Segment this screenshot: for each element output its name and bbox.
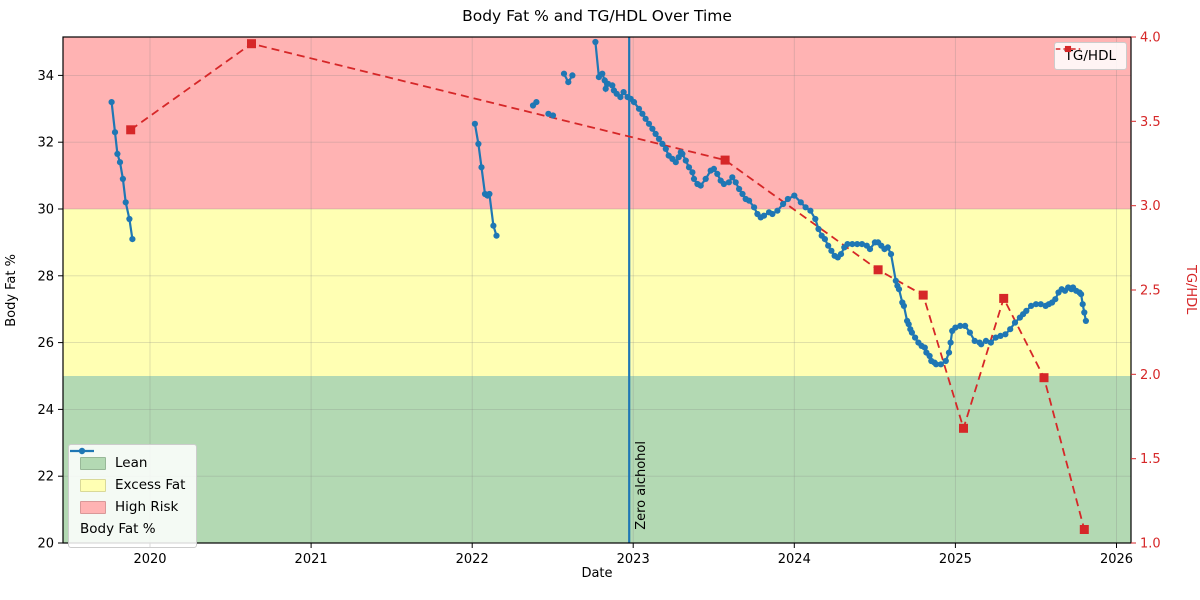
svg-text:2024: 2024	[778, 552, 811, 567]
body-fat-legend-label: Body Fat %	[80, 521, 156, 537]
legend-item-high-risk: High Risk	[80, 496, 185, 518]
svg-text:2026: 2026	[1100, 552, 1133, 567]
svg-text:2021: 2021	[295, 552, 328, 567]
tghdl-legend-label: TG/HDL	[1064, 48, 1116, 64]
svg-text:26: 26	[37, 336, 54, 351]
y-axis-label-left: Body Fat %	[4, 253, 19, 327]
excess-fat-swatch-icon	[80, 478, 106, 492]
legend-item-body-fat: Body Fat %	[70, 447, 185, 540]
lean-legend-label: Lean	[115, 455, 148, 471]
zero-alcohol-annotation: Zero alchohol	[634, 441, 649, 530]
svg-text:2025: 2025	[939, 552, 972, 567]
body-fat-legend-key-icon	[70, 447, 94, 455]
chart-title: Body Fat % and TG/HDL Over Time	[462, 7, 732, 25]
svg-text:2020: 2020	[133, 552, 166, 567]
svg-text:2.5: 2.5	[1140, 284, 1161, 299]
svg-text:1.5: 1.5	[1140, 452, 1161, 467]
svg-text:30: 30	[37, 203, 54, 218]
tghdl-legend-key-icon	[1055, 45, 1080, 53]
y-axis-label-right-wrap: TG/HDL	[1183, 37, 1198, 543]
svg-text:2.0: 2.0	[1140, 368, 1161, 383]
svg-text:24: 24	[37, 403, 54, 418]
svg-text:2023: 2023	[617, 552, 650, 567]
high-risk-legend-label: High Risk	[115, 499, 179, 515]
legend-item-excess-fat: Excess Fat	[80, 474, 185, 496]
legend-tghdl: TG/HDL	[1053, 42, 1127, 70]
lean-swatch-icon	[80, 456, 106, 470]
svg-text:4.0: 4.0	[1140, 31, 1161, 46]
svg-text:1.0: 1.0	[1140, 537, 1161, 552]
svg-text:34: 34	[37, 69, 54, 84]
svg-text:20: 20	[37, 537, 54, 552]
legend-main: Lean Excess Fat High Risk Body Fat %	[68, 444, 198, 548]
y-axis-label-left-wrap: Body Fat %	[4, 37, 19, 543]
legend-item-lean: Lean	[80, 452, 185, 474]
svg-text:32: 32	[37, 136, 54, 151]
svg-text:22: 22	[37, 470, 54, 485]
svg-text:3.0: 3.0	[1140, 199, 1161, 214]
svg-text:2022: 2022	[456, 552, 489, 567]
svg-text:28: 28	[37, 269, 54, 284]
x-axis-label: Date	[581, 566, 613, 581]
svg-text:3.5: 3.5	[1140, 115, 1161, 130]
excess-fat-legend-label: Excess Fat	[115, 477, 186, 493]
high-risk-swatch-icon	[80, 500, 106, 514]
y-axis-label-right: TG/HDL	[1183, 265, 1198, 315]
